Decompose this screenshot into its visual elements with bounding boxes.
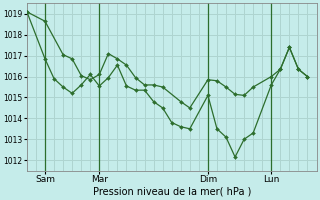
X-axis label: Pression niveau de la mer( hPa ): Pression niveau de la mer( hPa ) <box>92 187 251 197</box>
